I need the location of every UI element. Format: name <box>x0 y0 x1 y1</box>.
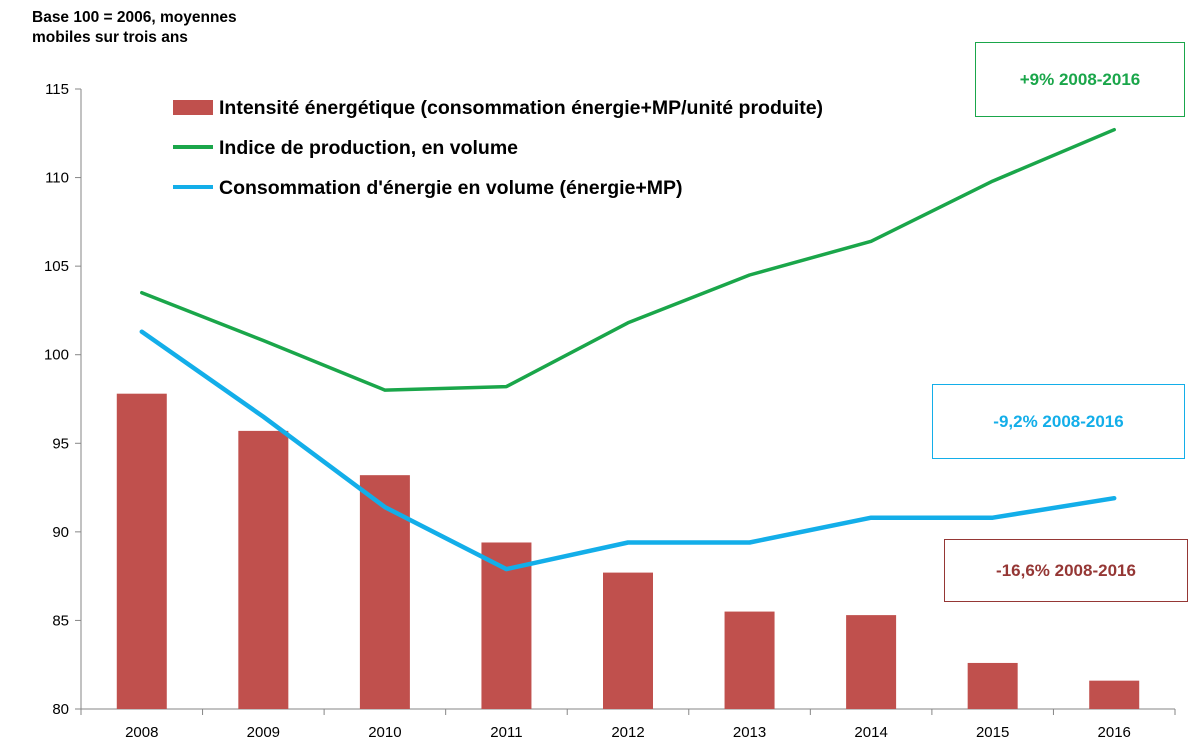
x-tick-label: 2010 <box>368 724 401 741</box>
x-tick-label: 2012 <box>611 724 644 741</box>
x-tick-label: 2011 <box>490 724 522 741</box>
y-tick-label: 90 <box>52 524 69 541</box>
bar <box>359 475 410 709</box>
bar <box>846 615 897 709</box>
y-tick-label: 115 <box>45 81 69 98</box>
y-tick-label: 110 <box>45 170 69 187</box>
y-axis-label: Base 100 = 2006, moyennes mobiles sur tr… <box>32 9 237 46</box>
x-tick-label: 2015 <box>976 724 1009 741</box>
bar <box>238 430 289 709</box>
production-line <box>140 127 1116 392</box>
legend-swatch-bar <box>173 100 213 115</box>
bar <box>116 393 167 709</box>
legend: Intensité énergétique (consommation éner… <box>173 97 823 199</box>
y-tick-label: 85 <box>52 612 69 629</box>
annotation-intensity: -16,6% 2008-2016 <box>944 539 1188 602</box>
bar <box>967 662 1018 709</box>
annotation-production: +9% 2008-2016 <box>975 42 1185 117</box>
y-tick-label: 105 <box>44 258 69 275</box>
legend-label: Consommation d'énergie en volume (énergi… <box>219 177 683 199</box>
legend-label: Intensité énergétique (consommation éner… <box>219 97 823 119</box>
x-tick-label: 2009 <box>247 724 280 741</box>
y-tick-label: 100 <box>44 347 69 364</box>
annotation-consumption: -9,2% 2008-2016 <box>932 384 1185 459</box>
x-tick-label: 2008 <box>125 724 158 741</box>
line-series <box>139 127 1117 572</box>
y-tick-label: 95 <box>52 435 69 452</box>
legend-label: Indice de production, en volume <box>219 137 518 159</box>
x-tick-label: 2016 <box>1098 724 1131 741</box>
y-tick-label: 80 <box>52 701 69 718</box>
x-tick-label: 2013 <box>733 724 766 741</box>
bar <box>1089 680 1140 709</box>
consumption-line <box>139 329 1117 572</box>
bar <box>724 611 775 709</box>
x-tick-label: 2014 <box>854 724 887 741</box>
bar <box>603 572 653 709</box>
